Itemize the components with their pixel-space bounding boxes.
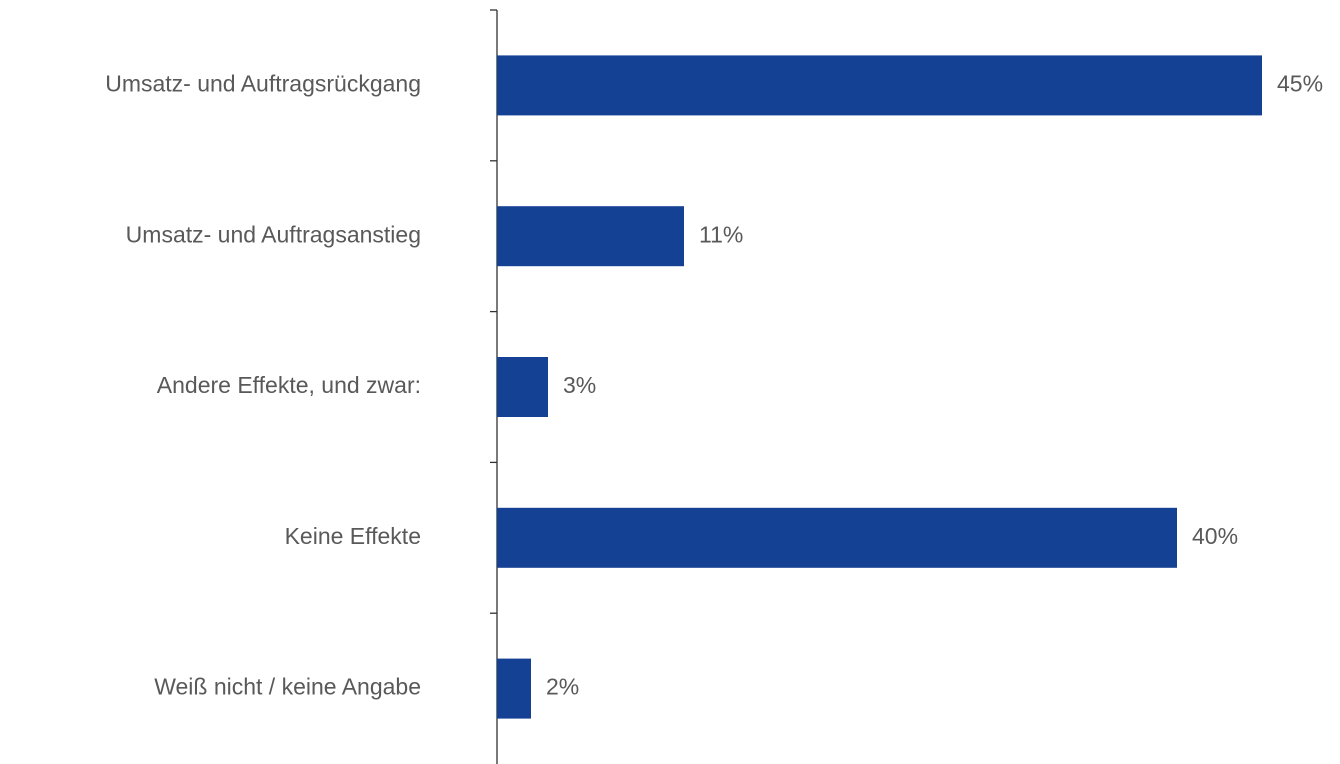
- value-label: 2%: [546, 674, 579, 700]
- value-label: 3%: [563, 372, 596, 398]
- value-label: 40%: [1192, 523, 1238, 549]
- category-label: Umsatz- und Auftragsanstieg: [126, 221, 421, 247]
- value-label: 11%: [699, 221, 743, 247]
- value-label: 45%: [1277, 70, 1323, 96]
- bar: [497, 357, 548, 417]
- category-label: Andere Effekte, und zwar:: [157, 372, 421, 398]
- bar: [497, 507, 1177, 568]
- bar: [497, 206, 684, 267]
- category-label: Keine Effekte: [285, 523, 421, 549]
- category-label: Weiß nicht / keine Angabe: [154, 674, 421, 700]
- category-label: Umsatz- und Auftragsrückgang: [105, 70, 421, 96]
- bar: [497, 658, 531, 719]
- bar: [497, 55, 1262, 116]
